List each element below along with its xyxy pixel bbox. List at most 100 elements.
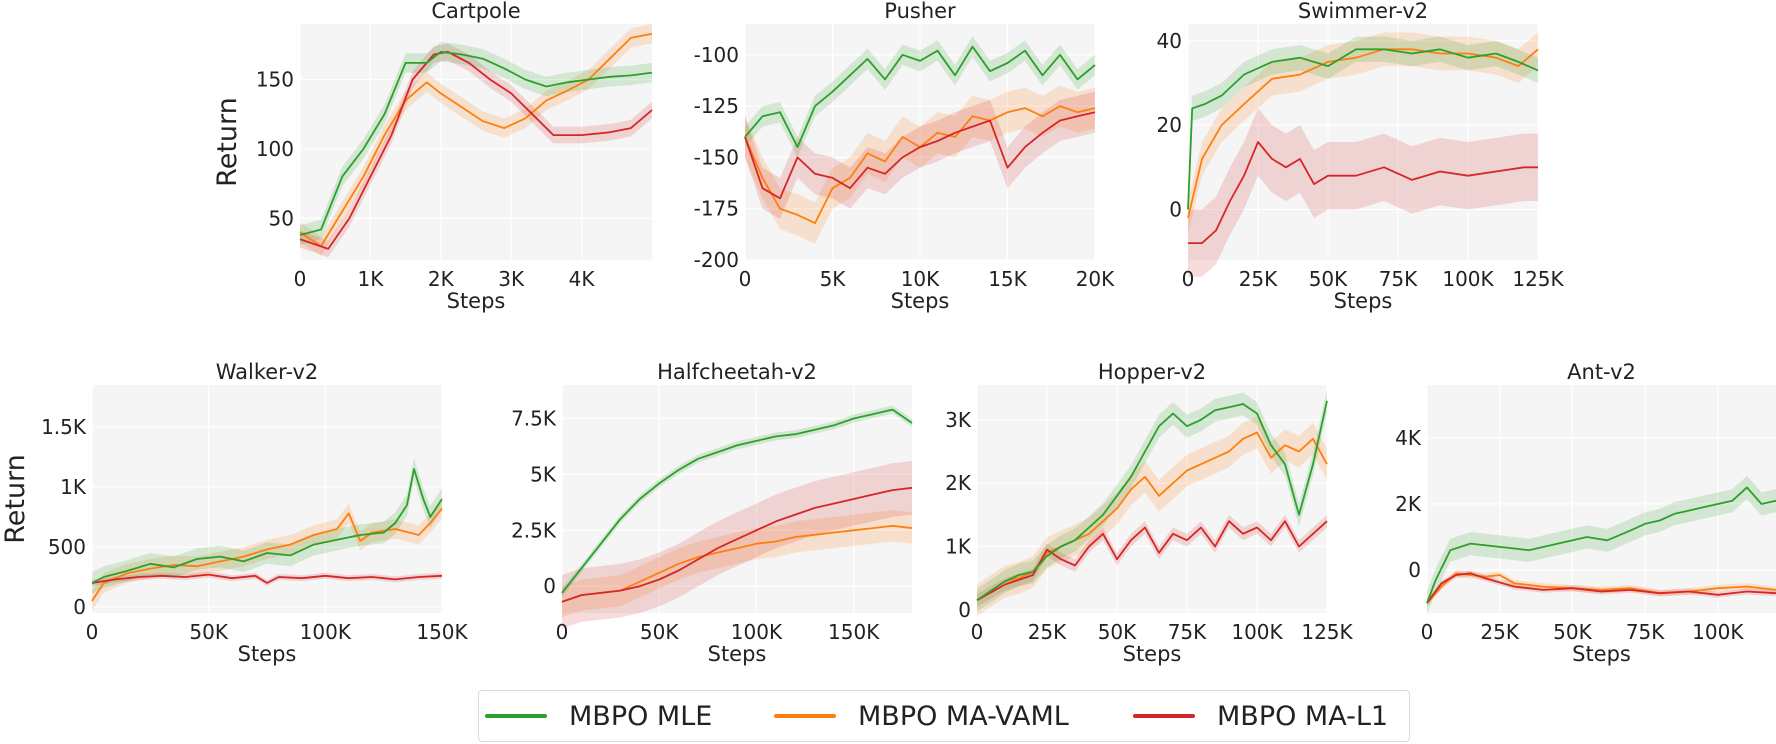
y-tick-label: -150 — [694, 145, 739, 169]
x-tick-label: 0 — [294, 267, 307, 291]
x-tick-label: 50K — [1098, 620, 1137, 644]
y-tick-label: 1.5K — [41, 415, 87, 439]
x-tick-label: 5K — [820, 267, 847, 291]
series-line-vaml — [1187, 48, 1539, 219]
y-tick-label: 1K — [60, 475, 87, 499]
x-tick-label: 25K — [1028, 620, 1067, 644]
x-axis-label: Steps — [238, 642, 297, 666]
x-tick-label: 75K — [1626, 620, 1665, 644]
subplot-pusher: 0 5K 10K 15K 20K -200 -175 -150 -125 -100 Pusher St… — [694, 0, 1116, 313]
x-tick-label: 1K — [357, 267, 384, 291]
plot-area — [92, 385, 442, 613]
subplot-hopper-v2: 0 25K 50K 75K 100K 125K 0 1K 2K 3K Hopper-v2 Steps — [945, 360, 1353, 666]
plot-area — [300, 24, 652, 260]
legend-swatch-vaml — [774, 714, 836, 718]
x-tick-label: 50K — [1309, 267, 1348, 291]
legend-item-vaml: MBPO MA-VAML — [774, 691, 1069, 741]
series-line-l1 — [561, 486, 913, 603]
series-line-l1 — [91, 573, 443, 584]
x-tick-label: 100K — [731, 620, 783, 644]
x-tick-label: 0 — [556, 620, 569, 644]
y-tick-label: 7.5K — [511, 407, 557, 431]
x-axis-label: Steps — [1334, 289, 1393, 313]
subplot-title: Halfcheetah-v2 — [657, 360, 817, 384]
y-tick-label: 3K — [945, 408, 972, 432]
x-tick-label: 25K — [1239, 267, 1278, 291]
y-tick-label: 5K — [530, 462, 557, 486]
x-tick-label: 0 — [1421, 620, 1434, 644]
y-tick-label: 40 — [1157, 29, 1182, 53]
x-tick-label: 2K — [428, 267, 455, 291]
series-band-mle — [92, 458, 442, 594]
x-tick-label: 4K — [569, 267, 596, 291]
y-tick-label: 0 — [73, 595, 86, 619]
series-band-mle — [745, 36, 1095, 158]
x-tick-label: 125K — [1301, 620, 1353, 644]
series-band-l1 — [1188, 108, 1538, 277]
series-line-l1 — [744, 111, 1096, 200]
x-tick-label: 50K — [640, 620, 679, 644]
series-line-mle — [1187, 48, 1539, 210]
y-tick-label: 2K — [945, 471, 972, 495]
series-line-mle — [1426, 486, 1776, 604]
y-tick-label: 4K — [1395, 426, 1422, 450]
series-band-mle — [977, 389, 1327, 612]
y-tick-label: 0 — [958, 598, 971, 622]
x-tick-label: 75K — [1168, 620, 1207, 644]
legend-label-l1: MBPO MA-L1 — [1217, 700, 1389, 732]
x-tick-label: 0 — [1182, 267, 1195, 291]
series-line-mle — [561, 408, 913, 594]
x-tick-label: 0 — [86, 620, 99, 644]
series-band-l1 — [562, 461, 912, 629]
series-band-l1 — [92, 571, 442, 586]
subplot-swimmer-v2: 0 25K 50K 75K 100K 125K 0 20 40 Swimmer-v2 Steps — [1157, 0, 1565, 313]
subplot-ant-v2: 0 25K 50K 75K 100K 0 2K 4K Ant-v2 Steps — [1395, 360, 1776, 666]
series-line-l1 — [299, 50, 653, 250]
subplot-cartpole: 0 1K 2K 3K 4K 50 100 150 Cartpole Steps Return — [212, 0, 653, 313]
series-band-vaml — [562, 510, 912, 618]
x-tick-label: 10K — [901, 267, 940, 291]
legend-item-l1: MBPO MA-L1 — [1133, 691, 1388, 741]
x-tick-label: 50K — [1553, 620, 1592, 644]
x-tick-label: 0 — [971, 620, 984, 644]
x-tick-label: 100K — [1692, 620, 1744, 644]
series-line-mle — [91, 468, 443, 584]
series-line-l1 — [1426, 572, 1776, 604]
x-tick-label: 150K — [828, 620, 880, 644]
x-axis-label: Steps — [1123, 642, 1182, 666]
series-line-vaml — [91, 508, 443, 602]
y-tick-label: 1K — [945, 535, 972, 559]
series-line-vaml — [299, 32, 653, 248]
x-tick-label: 100K — [1231, 620, 1283, 644]
legend-label-mle: MBPO MLE — [569, 700, 713, 732]
x-tick-label: 125K — [1512, 267, 1564, 291]
plot-area — [977, 385, 1327, 613]
x-tick-label: 25K — [1480, 620, 1519, 644]
legend-swatch-l1 — [1133, 714, 1195, 718]
x-tick-label: 3K — [498, 267, 525, 291]
x-tick-label: 150K — [416, 620, 468, 644]
y-axis-label: Return — [0, 454, 31, 544]
subplot-walker-v2: 0 50K 100K 150K 0 500 1K 1.5K Walker-v2 Steps Retu… — [0, 360, 469, 666]
legend-label-vaml: MBPO MA-VAML — [858, 700, 1069, 732]
x-axis-label: Steps — [1572, 642, 1631, 666]
subplot-title: Cartpole — [431, 0, 520, 23]
series-line-mle — [744, 45, 1096, 149]
series-line-l1 — [976, 520, 1328, 602]
series-line-l1 — [1188, 141, 1538, 245]
series-band-vaml — [1427, 570, 1776, 607]
legend-item-mle: MBPO MLE — [485, 691, 712, 741]
x-axis-label: Steps — [447, 289, 506, 313]
y-tick-label: 20 — [1157, 113, 1182, 137]
x-tick-label: 20K — [1076, 267, 1115, 291]
series-band-mle — [1188, 36, 1538, 223]
y-tick-label: -100 — [694, 43, 739, 67]
legend-swatch-mle — [485, 714, 547, 718]
y-tick-label: 50 — [269, 206, 294, 230]
x-axis-label: Steps — [708, 642, 767, 666]
y-tick-label: 2K — [1395, 492, 1422, 516]
x-tick-label: 0 — [739, 267, 752, 291]
x-tick-label: 100K — [1442, 267, 1494, 291]
subplot-title: Walker-v2 — [216, 360, 319, 384]
series-band-mle — [562, 405, 912, 597]
